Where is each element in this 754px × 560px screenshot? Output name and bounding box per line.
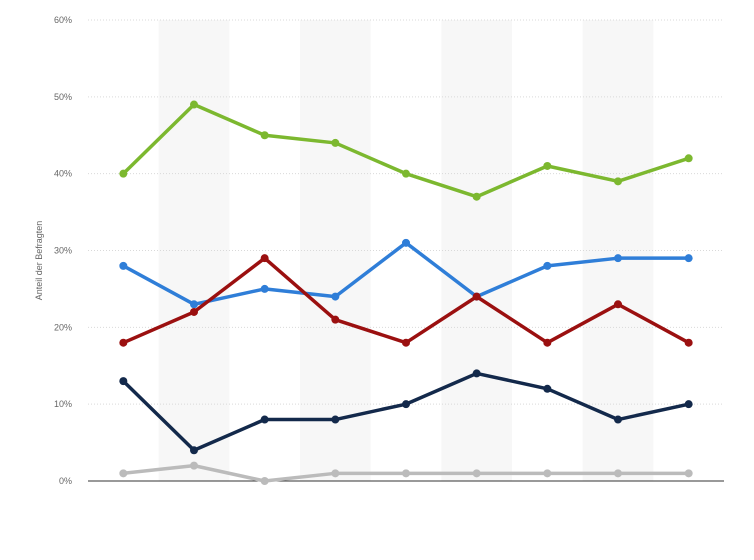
data-point	[260, 284, 269, 293]
data-point	[402, 469, 410, 478]
y-tick-label: 50%	[54, 92, 72, 102]
data-point	[190, 307, 198, 316]
data-point	[190, 446, 198, 455]
y-axis-ticks: 0% 10% 20% 30% 40% 50% 60%	[54, 15, 72, 486]
data-point	[472, 192, 481, 201]
data-point	[331, 315, 340, 324]
series-group	[119, 100, 693, 485]
y-tick-label: 20%	[54, 322, 72, 332]
data-point	[402, 338, 410, 347]
data-point	[119, 338, 128, 347]
series-4	[119, 369, 693, 455]
y-axis-title: Anteil der Befragten	[34, 221, 44, 301]
data-point	[543, 338, 552, 347]
series-1	[119, 100, 693, 201]
data-point	[260, 131, 269, 140]
data-point	[260, 477, 269, 485]
data-point	[331, 138, 340, 147]
data-point	[331, 292, 340, 301]
y-tick-label: 60%	[54, 15, 72, 25]
data-point	[684, 338, 693, 347]
data-point	[119, 261, 128, 270]
y-tick-label: 10%	[54, 399, 72, 409]
data-point	[119, 469, 128, 478]
data-point	[402, 400, 410, 409]
data-point	[684, 400, 693, 409]
data-point	[543, 469, 552, 478]
data-point	[402, 238, 410, 247]
data-point	[190, 461, 198, 470]
data-point	[614, 469, 622, 478]
data-point	[331, 469, 340, 478]
data-point	[472, 469, 481, 478]
data-point	[684, 154, 693, 163]
data-point	[614, 300, 622, 309]
data-point	[684, 469, 693, 478]
data-point	[614, 177, 622, 186]
data-point	[190, 100, 198, 109]
data-point	[543, 261, 552, 270]
data-point	[190, 300, 198, 309]
y-tick-label: 40%	[54, 169, 72, 179]
column-band	[441, 20, 512, 481]
data-point	[472, 292, 481, 301]
data-point	[260, 254, 269, 263]
data-point	[614, 415, 622, 424]
data-point	[260, 415, 269, 424]
series-5	[119, 461, 693, 485]
series-3	[119, 254, 693, 347]
data-point	[119, 169, 128, 178]
data-point	[614, 254, 622, 263]
y-tick-label: 0%	[59, 476, 72, 486]
column-band	[582, 20, 654, 481]
series-2	[119, 238, 693, 309]
data-point	[684, 254, 693, 263]
data-point	[119, 377, 128, 386]
data-point	[543, 384, 552, 393]
data-point	[472, 369, 481, 378]
y-tick-label: 30%	[54, 246, 72, 256]
data-point	[331, 415, 340, 424]
data-point	[402, 169, 410, 178]
data-point	[543, 161, 552, 170]
